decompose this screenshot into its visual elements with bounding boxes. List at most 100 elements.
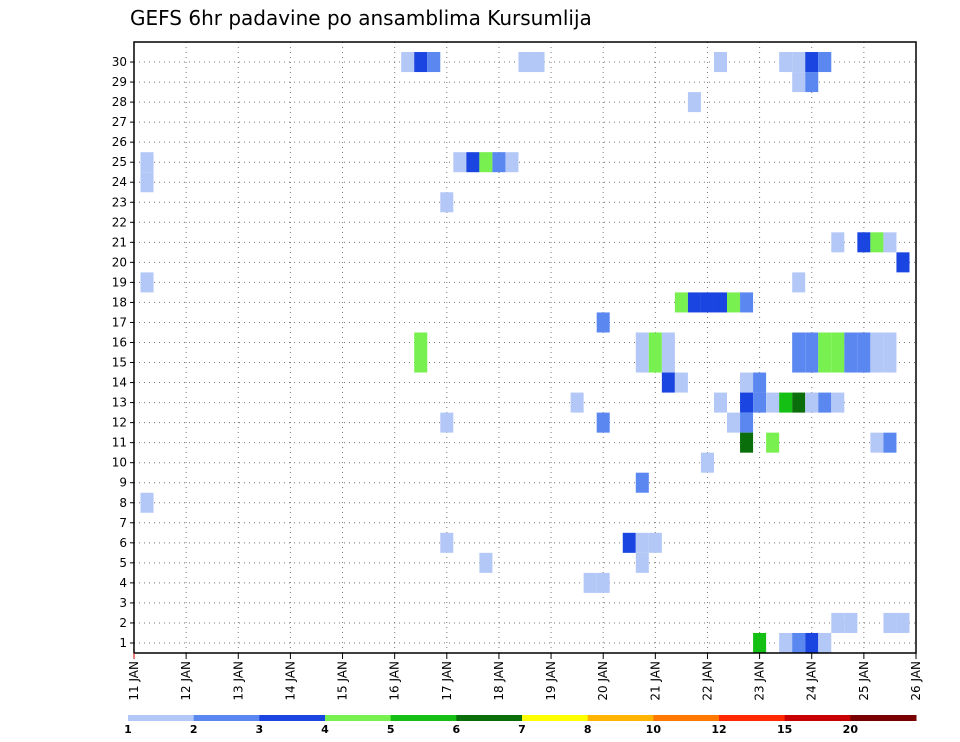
- heatmap-cell: [414, 52, 428, 73]
- heatmap-cell: [818, 332, 832, 353]
- heatmap-cell: [779, 392, 793, 413]
- x-tick-label: 18 JAN: [492, 661, 506, 701]
- heatmap-cell: [727, 412, 741, 433]
- heatmap-cell: [414, 332, 428, 353]
- heatmap-cell: [857, 352, 871, 373]
- heatmap-cell: [896, 612, 910, 633]
- colorbar-swatch: [259, 715, 326, 721]
- heatmap-cell: [140, 272, 154, 293]
- heatmap-cell: [857, 332, 871, 353]
- heatmap-cell: [792, 72, 806, 93]
- heatmap-cell: [648, 352, 662, 373]
- heatmap-cell: [596, 572, 610, 593]
- x-tick-label: 23 JAN: [753, 661, 767, 701]
- y-tick-label: 13: [112, 396, 127, 410]
- colorbar-swatch: [784, 715, 851, 721]
- x-tick-label: 17 JAN: [440, 661, 454, 701]
- heatmap-cell: [805, 52, 819, 73]
- x-tick-label: 14 JAN: [283, 661, 297, 701]
- y-tick-label: 19: [112, 275, 127, 289]
- heatmap-cell: [805, 392, 819, 413]
- heatmap-cell: [857, 232, 871, 253]
- colorbar-swatch: [456, 715, 523, 721]
- heatmap-cell: [844, 332, 858, 353]
- heatmap-cell: [583, 572, 597, 593]
- heatmap-cell: [505, 152, 519, 173]
- heatmap-cell: [687, 92, 701, 113]
- colorbar-label: 8: [584, 723, 592, 736]
- y-tick-label: 29: [112, 75, 127, 89]
- y-tick-label: 8: [119, 496, 127, 510]
- heatmap-cell: [661, 352, 675, 373]
- heatmap-cell: [766, 432, 780, 453]
- x-axis: 11 JAN 12 JAN 13 JAN 14 JAN 15 JAN 16 JAN 17 J…: [127, 653, 923, 701]
- heatmap-cell: [870, 232, 884, 253]
- heatmap-cell: [596, 312, 610, 333]
- heatmap-cell: [140, 492, 154, 513]
- y-tick-label: 5: [119, 556, 127, 570]
- heatmap-cell: [570, 392, 584, 413]
- colorbar-label: 10: [646, 723, 662, 736]
- heatmap-cell: [700, 292, 714, 313]
- y-tick-label: 4: [119, 576, 127, 590]
- heatmap-cell: [883, 432, 897, 453]
- x-tick-label: 24 JAN: [805, 661, 819, 701]
- y-tick-label: 15: [112, 356, 127, 370]
- heatmap-cell: [440, 532, 454, 553]
- heatmap-cell: [674, 292, 688, 313]
- heatmap-cell: [727, 292, 741, 313]
- heatmap-cell: [687, 292, 701, 313]
- colorbar-swatch: [719, 715, 786, 721]
- y-tick-label: 23: [112, 195, 127, 209]
- heatmap-cell: [792, 332, 806, 353]
- heatmap-cell: [818, 392, 832, 413]
- heatmap-cell: [870, 352, 884, 373]
- y-tick-label: 26: [112, 135, 127, 149]
- x-tick-label: 22 JAN: [700, 661, 714, 701]
- heatmap-cell: [792, 392, 806, 413]
- heatmap-cell: [648, 532, 662, 553]
- heatmap-cell: [831, 392, 845, 413]
- heatmap-cell: [753, 372, 767, 393]
- y-tick-label: 24: [112, 175, 127, 189]
- heatmap-cell: [844, 612, 858, 633]
- heatmap-cell: [740, 412, 754, 433]
- x-tick-label: 16 JAN: [388, 661, 402, 701]
- heatmap-cell: [818, 632, 832, 653]
- x-tick-label: 20 JAN: [596, 661, 610, 701]
- colorbar-swatch: [325, 715, 392, 721]
- y-tick-label: 3: [119, 596, 127, 610]
- heatmap-cell: [427, 52, 441, 73]
- heatmap-cell: [635, 472, 649, 493]
- heatmap-cell: [492, 152, 506, 173]
- heatmap-cell: [883, 352, 897, 373]
- heatmap-cell: [713, 292, 728, 313]
- y-tick-label: 2: [119, 616, 127, 630]
- heatmap-cell: [805, 352, 819, 373]
- x-tick-label: 25 JAN: [857, 661, 871, 701]
- heatmap-cell: [661, 372, 675, 393]
- colorbar-swatch: [193, 715, 260, 721]
- heatmap-cell: [140, 152, 154, 173]
- y-tick-label: 22: [112, 215, 127, 229]
- plot-frame: [133, 41, 917, 654]
- heatmap-cell: [740, 392, 754, 413]
- y-tick-label: 16: [112, 335, 127, 349]
- colorbar-label: 4: [321, 723, 329, 736]
- heatmap-cell: [753, 632, 767, 653]
- heatmap-cell: [831, 232, 845, 253]
- heatmap-cell: [844, 352, 858, 373]
- heatmap-cell: [700, 452, 714, 473]
- heatmap-cell: [440, 192, 454, 213]
- x-tick-label: 15 JAN: [336, 661, 350, 701]
- heatmap-cell: [883, 232, 897, 253]
- y-tick-label: 11: [112, 436, 127, 450]
- colorbar-swatch: [850, 715, 917, 721]
- x-tick-label: 26 JAN: [909, 661, 923, 701]
- heatmap-cell: [622, 532, 636, 553]
- heatmap-cell: [674, 372, 688, 393]
- colorbar-label: 2: [190, 723, 198, 736]
- heatmap-cell: [466, 152, 480, 173]
- colorbar-label: 1: [124, 723, 132, 736]
- colorbar-label: 5: [387, 723, 395, 736]
